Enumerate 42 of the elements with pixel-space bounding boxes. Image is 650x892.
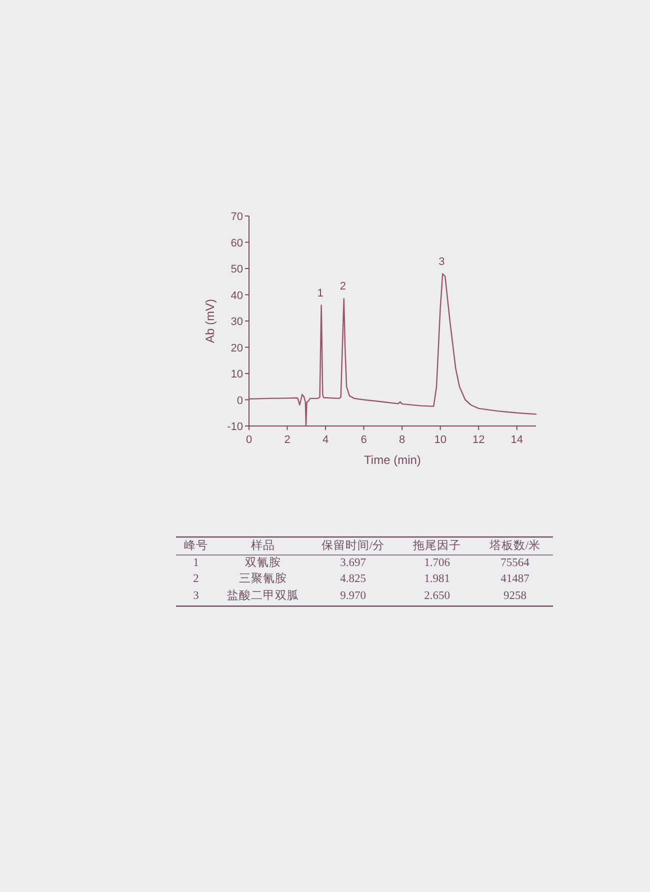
text: 3	[193, 590, 200, 602]
y-tick-label: 30	[230, 316, 243, 328]
x-tick-label: 10	[434, 434, 446, 446]
text: 塔板数/米	[488, 539, 541, 552]
text: 盐酸二甲双胍	[227, 589, 299, 602]
text: 1	[193, 557, 200, 569]
text: 双氰胺	[245, 555, 281, 569]
text: 4.825	[340, 573, 366, 585]
y-tick-label: 40	[230, 290, 243, 302]
y-tick-label: -10	[227, 421, 243, 433]
text: 1.706	[424, 557, 450, 569]
text: 3.697	[340, 557, 366, 569]
text: 9.970	[340, 590, 366, 602]
y-tick-label: 60	[230, 237, 243, 250]
text: 1.981	[424, 573, 450, 585]
text: 保留时间/分	[321, 539, 385, 552]
annotation: 2	[340, 280, 346, 293]
text: 样品	[251, 539, 275, 552]
x-tick-label: 0	[246, 434, 252, 446]
x-tick-label: 4	[322, 434, 329, 446]
text: 三聚氰胺	[239, 571, 287, 585]
text: 峰号	[184, 539, 208, 552]
x-tick-label: 8	[399, 434, 406, 446]
x-tick-label: 6	[360, 434, 367, 446]
y-tick-label: 50	[230, 264, 243, 276]
text: 拖尾因子	[412, 539, 461, 552]
y-axis-title: Ab (mV)	[203, 298, 217, 344]
x-tick-label: 2	[284, 434, 290, 446]
text: 2	[193, 573, 200, 585]
y-tick-label: 0	[236, 394, 243, 407]
text: 75564	[500, 557, 530, 569]
text: 41487	[500, 573, 530, 585]
annotation: 1	[317, 287, 324, 300]
x-axis-title: Time (min)	[364, 453, 421, 467]
annotation: 3	[438, 256, 445, 268]
x-tick-label: 12	[472, 434, 485, 446]
x-tick-label: 14	[510, 434, 523, 446]
y-tick-label: 20	[230, 342, 243, 354]
text: 9258	[504, 590, 527, 602]
y-tick-label: 10	[230, 368, 243, 380]
text: 2.650	[424, 590, 450, 602]
y-tick-label: 70	[230, 211, 243, 223]
